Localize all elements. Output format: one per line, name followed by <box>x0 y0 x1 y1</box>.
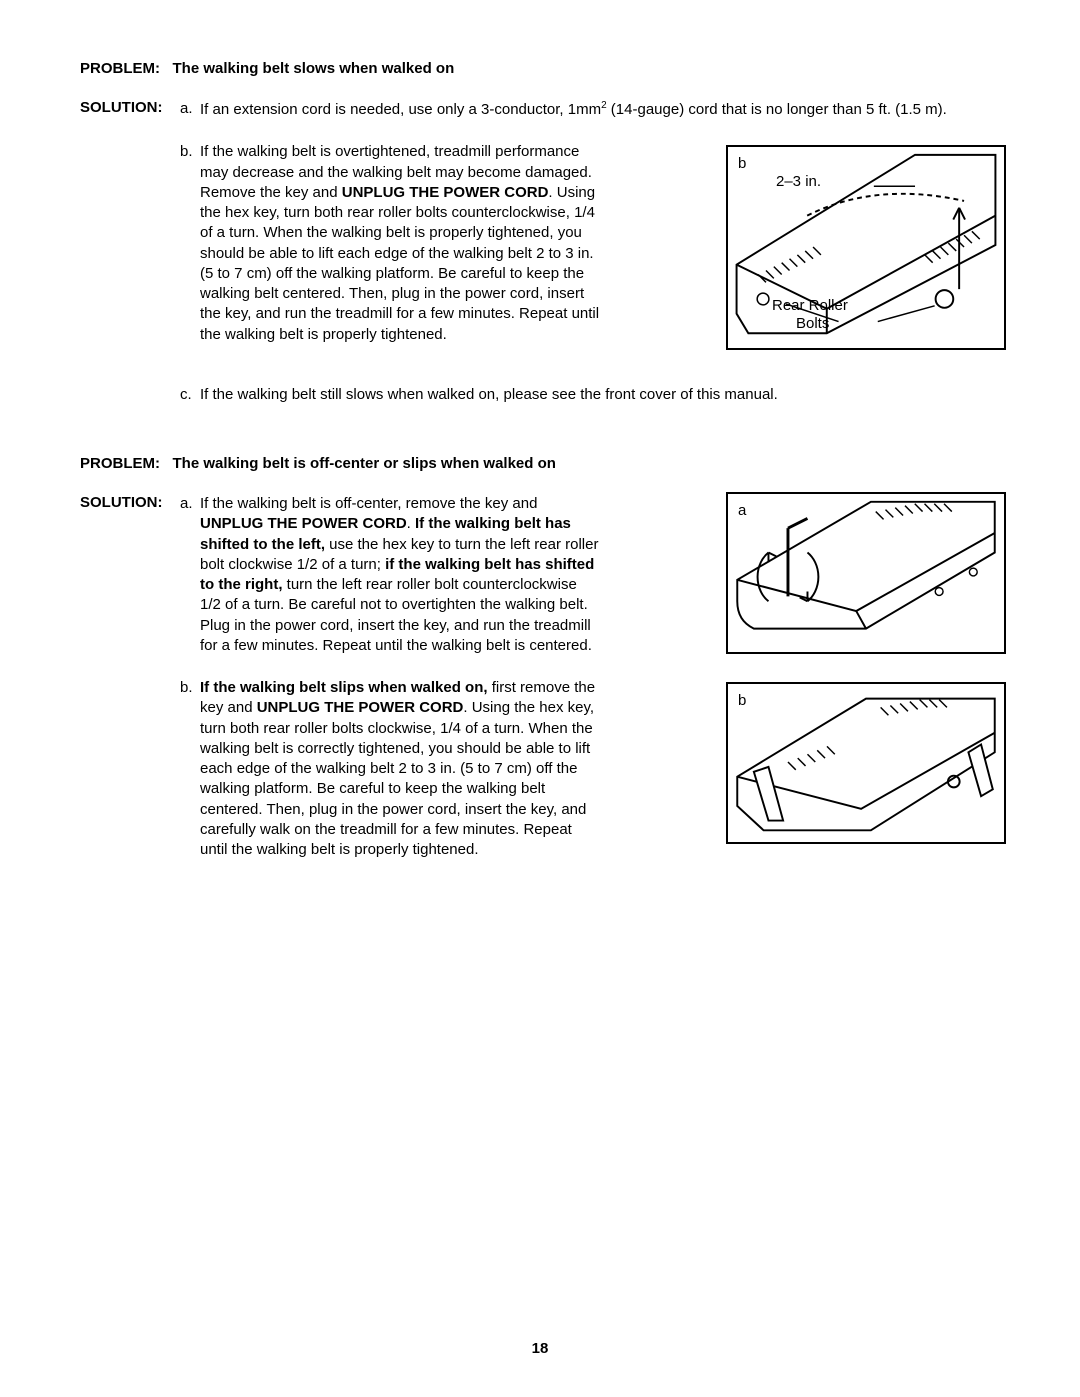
figure-2a: a <box>726 492 1006 654</box>
solution-label: SOLUTION: <box>80 494 180 882</box>
problem-text: The walking belt is off-center or slips … <box>173 455 556 472</box>
section-2: PROBLEM: The walking belt is off-center … <box>80 455 1000 882</box>
treadmill-belt-lift-diagram <box>728 147 1004 348</box>
problem-label: PROBLEM: <box>80 455 160 472</box>
figure-tag: a <box>738 502 746 519</box>
item-letter: b. <box>180 678 200 860</box>
solution-2-items: a. If the walking belt is off-center, re… <box>180 494 1000 882</box>
figure-1b: b 2–3 in. Rear Roller Bolts <box>726 145 1006 350</box>
problem-text: The walking belt slows when walked on <box>173 60 455 77</box>
item-paragraph: If the walking belt is overtightened, tr… <box>200 142 600 345</box>
page-content: PROBLEM: The walking belt slows when wal… <box>0 0 1080 932</box>
item-paragraph: If the walking belt still slows when wal… <box>200 385 1000 405</box>
page-number: 18 <box>0 1340 1080 1357</box>
solution-1-block: SOLUTION: a. If an extension cord is nee… <box>80 99 1000 427</box>
solution-1b: b. If the walking belt is overtightened,… <box>180 142 1000 345</box>
problem-1-heading: PROBLEM: The walking belt slows when wal… <box>80 60 1000 77</box>
figure-label-23in: 2–3 in. <box>776 173 821 190</box>
item-letter: b. <box>180 142 200 345</box>
solution-1c: c. If the walking belt still slows when … <box>180 385 1000 405</box>
figure-tag: b <box>738 155 746 172</box>
solution-1a: a. If an extension cord is needed, use o… <box>180 99 1000 120</box>
figure-label-rear-roller: Rear Roller <box>772 297 848 314</box>
figure-2b: b <box>726 682 1006 844</box>
item-paragraph: If the walking belt is off-center, remov… <box>200 494 600 656</box>
treadmill-tighten-diagram <box>728 684 1004 842</box>
solution-2-block: SOLUTION: a. If the walking belt is off-… <box>80 494 1000 882</box>
problem-2-heading: PROBLEM: The walking belt is off-center … <box>80 455 1000 472</box>
figure-label-bolts: Bolts <box>796 315 829 332</box>
item-letter: a. <box>180 99 200 120</box>
item-letter: c. <box>180 385 200 405</box>
solution-1-items: a. If an extension cord is needed, use o… <box>180 99 1000 427</box>
solution-label: SOLUTION: <box>80 99 180 427</box>
item-paragraph: If the walking belt slips when walked on… <box>200 678 600 860</box>
item-letter: a. <box>180 494 200 656</box>
figure-tag: b <box>738 692 746 709</box>
item-paragraph: If an extension cord is needed, use only… <box>200 99 1000 120</box>
treadmill-centering-diagram <box>728 494 1004 652</box>
problem-label: PROBLEM: <box>80 60 160 77</box>
